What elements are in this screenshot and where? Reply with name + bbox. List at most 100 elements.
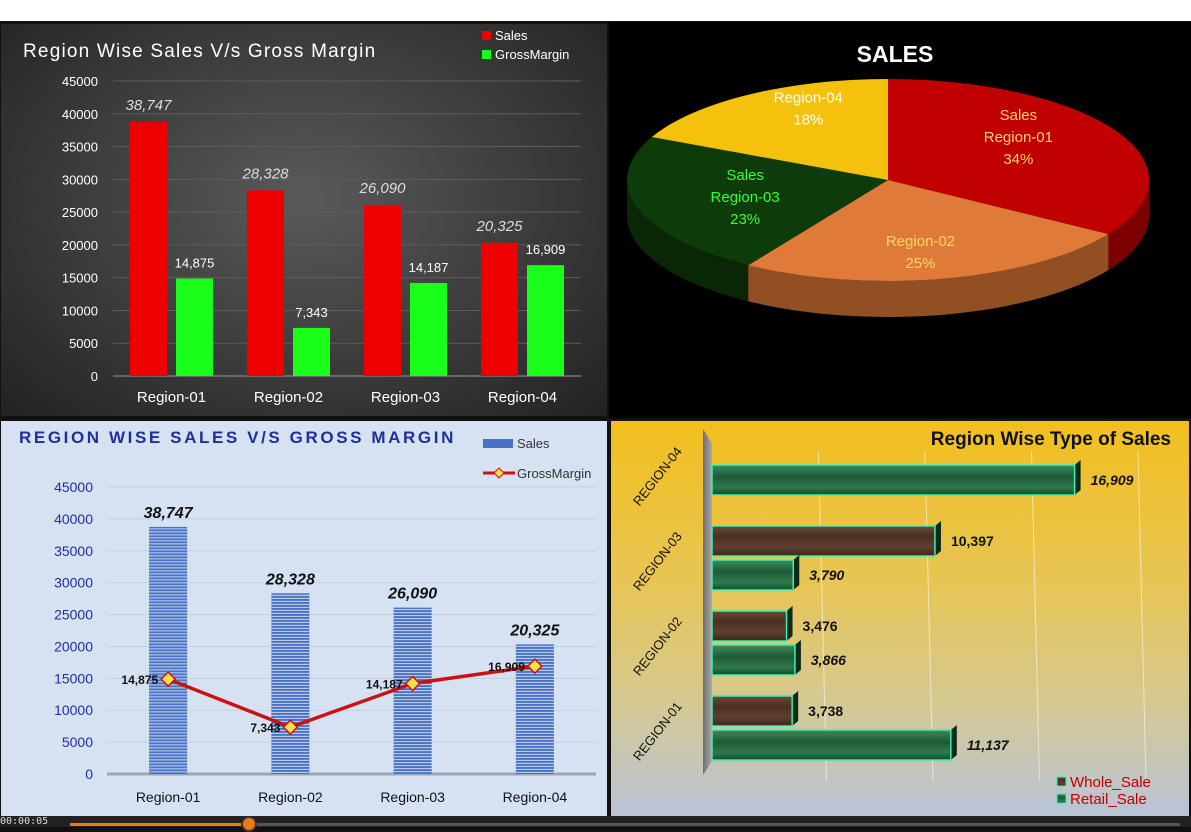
line-marker: [404, 675, 421, 692]
legend-label: GrossMargin: [517, 466, 591, 481]
data-label: 11,137: [967, 737, 1010, 753]
bar-retail_sale: [711, 644, 796, 676]
line-marker: [526, 658, 543, 675]
data-label: 38,747: [126, 97, 173, 114]
data-label: 7,343: [250, 721, 280, 735]
data-label: 14,187: [366, 678, 403, 692]
data-label: 20,325: [476, 218, 524, 235]
x-tick-label: Region-03: [371, 389, 440, 406]
data-label: 38,747: [144, 505, 194, 522]
data-label: 3,866: [811, 652, 846, 668]
chart-sales-pie: SALES Sales Region-01 34% Region-02 25% Sales…: [609, 22, 1191, 418]
progress-knob[interactable]: [241, 816, 257, 832]
data-label: 14,875: [121, 673, 158, 687]
bar-retail_sale: [711, 729, 952, 761]
bar-end: [950, 725, 957, 760]
y-tick-label: 0: [91, 369, 98, 384]
chart-1-svg: Region Wise Sales V/s Gross Margin Sales…: [23, 28, 581, 406]
chart-2-svg: SALES Sales Region-01 34% Region-02 25% Sales…: [627, 41, 1149, 317]
legend-swatch: [483, 439, 513, 448]
legend-label: Sales: [517, 436, 550, 451]
bar-retail_sale: [711, 464, 1076, 496]
legend-label: Whole_Sale: [1070, 774, 1151, 791]
bar-sales: [364, 204, 401, 376]
x-tick-label: Region-02: [258, 789, 323, 805]
pie-label: 25%: [905, 255, 935, 272]
data-label: 20,325: [509, 622, 560, 639]
data-label: 16,909: [1091, 472, 1134, 488]
legend-label: Sales: [495, 28, 528, 43]
chart-wall: [703, 429, 712, 775]
bar-end: [786, 606, 793, 641]
y-tick-label: 30000: [54, 575, 93, 591]
y-tick-label: 40000: [54, 511, 93, 527]
data-label: 3,790: [809, 567, 844, 583]
player-bar: [0, 816, 1191, 827]
x-tick-label: Region-01: [137, 389, 206, 406]
gridline: [1137, 450, 1147, 782]
y-tick-label: 20000: [54, 638, 93, 654]
pie-slice: [651, 79, 888, 180]
data-label: 28,328: [242, 165, 290, 182]
bar-sales: [247, 190, 284, 376]
y-tick-label: 15000: [62, 271, 98, 286]
bar-retail_sale: [711, 559, 795, 591]
data-label: 3,476: [803, 618, 838, 634]
chart-title: REGION WISE SALES V/S GROSS MARGIN: [19, 428, 456, 447]
data-label: 16,909: [526, 242, 566, 257]
pie-label: Region-01: [984, 129, 1053, 146]
bar-grossmargin: [410, 282, 447, 376]
bar-end: [794, 640, 801, 675]
data-label: 10,397: [951, 533, 994, 549]
pie-title: SALES: [857, 41, 934, 67]
y-tick-label: 0: [85, 766, 93, 782]
line-marker: [160, 671, 177, 688]
gridline: [818, 450, 827, 782]
pie-label: Region-04: [774, 89, 843, 106]
chart-type-of-sales: Region Wise Type of Sales REGION-04 16,90…: [611, 421, 1189, 816]
progress-fill: [70, 823, 248, 826]
y-tick-label: 20000: [62, 238, 98, 253]
pie-side-wall: [627, 180, 749, 302]
bar-whole_sale: [711, 695, 793, 727]
progress-track[interactable]: [70, 823, 1180, 826]
y-tick-label: REGION-02: [630, 614, 685, 678]
data-label: 26,090: [387, 586, 437, 603]
y-tick-label: REGION-04: [630, 444, 685, 508]
y-tick-label: REGION-03: [630, 529, 685, 593]
legend-label: GrossMargin: [495, 47, 569, 62]
x-tick-label: Region-02: [254, 389, 323, 406]
legend-swatch: [1056, 776, 1067, 787]
chart-sales-vs-margin-dark: Region Wise Sales V/s Gross Margin Sales…: [1, 24, 607, 416]
y-tick-label: 35000: [62, 140, 98, 155]
data-label: 28,328: [265, 571, 315, 588]
y-tick-label: 45000: [62, 74, 98, 89]
bar-end: [792, 691, 799, 726]
pie-label: Sales: [1000, 107, 1038, 124]
pie-label: 23%: [730, 211, 760, 228]
y-tick-label: 5000: [62, 734, 93, 750]
gridline: [924, 450, 934, 782]
legend-marker: [493, 467, 505, 479]
y-tick-label: 30000: [62, 172, 98, 187]
line-grossmargin: [167, 664, 536, 730]
chart-3-svg: REGION WISE SALES V/S GROSS MARGIN Sales…: [19, 428, 596, 805]
pie-label: Region-02: [886, 233, 955, 250]
bar-grossmargin: [176, 278, 213, 376]
chart-title: Region Wise Type of Sales: [931, 429, 1171, 450]
y-tick-label: 5000: [69, 336, 98, 351]
y-tick-label: 45000: [54, 479, 93, 495]
bar-sales: [149, 526, 188, 774]
pie-label: Region-03: [711, 189, 780, 206]
x-tick-label: Region-04: [503, 789, 568, 805]
data-label: 14,187: [409, 260, 449, 275]
bar-end: [934, 521, 941, 556]
timecode: 00:00:05: [0, 816, 49, 827]
pie-side-wall: [1108, 180, 1149, 271]
gridline: [1031, 450, 1040, 782]
pie-side-wall: [748, 234, 1109, 317]
data-label: 3,738: [808, 703, 843, 719]
bar-end: [1074, 460, 1081, 495]
top-strip: [0, 0, 1191, 21]
pie-slice: [888, 79, 1149, 235]
